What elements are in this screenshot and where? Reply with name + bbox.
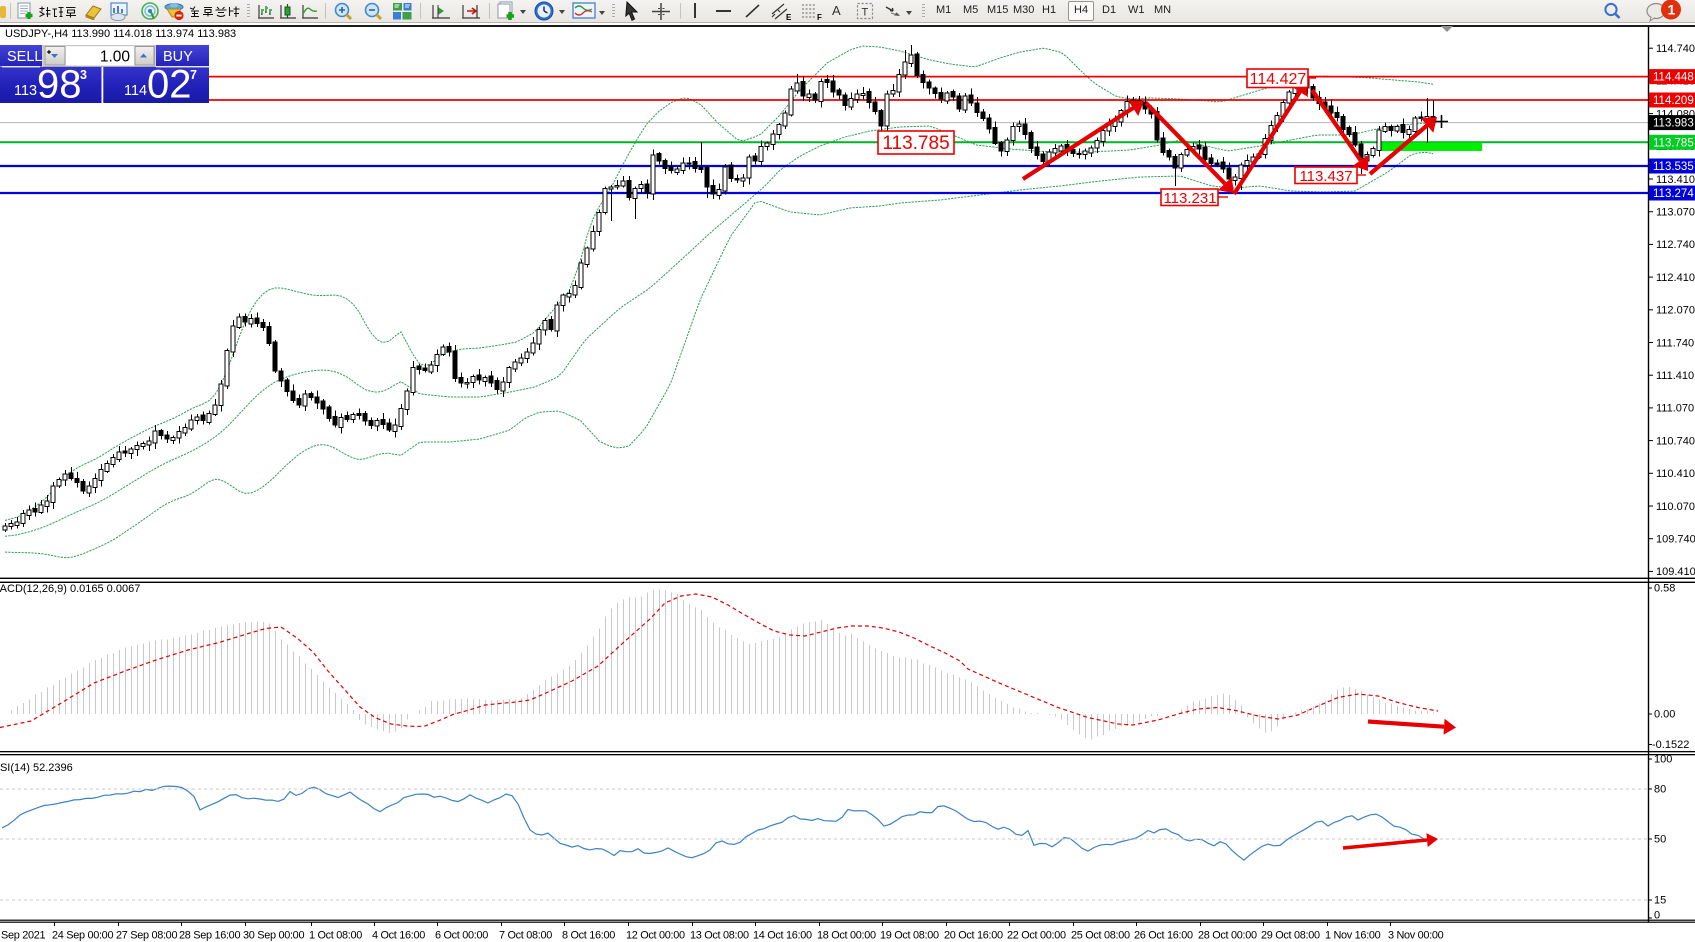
svg-text:1: 1	[1668, 2, 1676, 18]
svg-text:29 Oct 08:00: 29 Oct 08:00	[1261, 930, 1320, 942]
svg-text:T: T	[862, 7, 869, 19]
svg-text:1 Oct 08:00: 1 Oct 08:00	[309, 930, 362, 942]
svg-text:113.983: 113.983	[1653, 118, 1694, 130]
svg-text:113.785: 113.785	[1653, 137, 1694, 149]
svg-text:98: 98	[37, 62, 82, 103]
svg-text:109.410: 109.410	[1656, 566, 1695, 578]
svg-text:114.427: 114.427	[1250, 71, 1307, 88]
svg-text:18 Oct 00:00: 18 Oct 00:00	[817, 930, 876, 942]
svg-text:20 Oct 16:00: 20 Oct 16:00	[944, 930, 1003, 942]
svg-text:RSI(14) 52.2396: RSI(14) 52.2396	[0, 762, 73, 774]
svg-text:Sep 2021: Sep 2021	[1, 930, 45, 942]
svg-text:E: E	[786, 13, 792, 22]
svg-text:24 Sep 00:00: 24 Sep 00:00	[52, 930, 113, 942]
svg-text:6 Oct 00:00: 6 Oct 00:00	[435, 930, 488, 942]
svg-text:13 Oct 08:00: 13 Oct 08:00	[690, 930, 749, 942]
svg-text:0.58: 0.58	[1654, 583, 1675, 595]
svg-text:22 Oct 00:00: 22 Oct 00:00	[1007, 930, 1066, 942]
svg-text:USDJPY-,H4 113.990 114.018 11: USDJPY-,H4 113.990 114.018 113.974 113.9…	[5, 28, 236, 40]
svg-text:12 Oct 00:00: 12 Oct 00:00	[626, 930, 685, 942]
svg-text:114: 114	[124, 83, 147, 99]
svg-text:02: 02	[147, 62, 192, 103]
svg-text:112.410: 112.410	[1656, 272, 1695, 284]
svg-text:BUY: BUY	[163, 49, 193, 65]
svg-text:7 Oct 08:00: 7 Oct 08:00	[499, 930, 552, 942]
svg-text:111.070: 111.070	[1656, 403, 1694, 415]
svg-text:113.785: 113.785	[882, 133, 949, 154]
svg-text:1.00: 1.00	[100, 48, 131, 65]
svg-text:-0.1522: -0.1522	[1652, 739, 1689, 751]
svg-text:112.070: 112.070	[1656, 305, 1695, 317]
svg-text:30 Sep 00:00: 30 Sep 00:00	[243, 930, 304, 942]
svg-text:113.437: 113.437	[1299, 168, 1352, 185]
svg-text:110.740: 110.740	[1656, 435, 1695, 447]
svg-text:7: 7	[190, 68, 197, 82]
svg-text:111.740: 111.740	[1656, 337, 1694, 349]
svg-text:15: 15	[1654, 895, 1666, 907]
svg-text:113.535: 113.535	[1653, 161, 1694, 173]
svg-text:19 Oct 08:00: 19 Oct 08:00	[880, 930, 939, 942]
svg-text:113.274: 113.274	[1653, 188, 1694, 200]
svg-text:113: 113	[14, 83, 37, 99]
svg-text:113.231: 113.231	[1163, 190, 1216, 207]
svg-text:1 Nov 16:00: 1 Nov 16:00	[1325, 930, 1381, 942]
svg-text:80: 80	[1654, 784, 1666, 796]
svg-text:110.070: 110.070	[1656, 501, 1695, 513]
svg-text:8 Oct 16:00: 8 Oct 16:00	[562, 930, 615, 942]
svg-text:F: F	[817, 13, 822, 22]
svg-text:14 Oct 16:00: 14 Oct 16:00	[753, 930, 812, 942]
svg-text:114.448: 114.448	[1653, 72, 1694, 84]
svg-text:MACD(12,26,9) 0.0165 0.0067: MACD(12,26,9) 0.0165 0.0067	[0, 583, 140, 595]
svg-text:0.00: 0.00	[1654, 709, 1675, 721]
svg-text:28 Sep 16:00: 28 Sep 16:00	[179, 930, 240, 942]
svg-text:100: 100	[1654, 754, 1672, 766]
svg-text:50: 50	[1654, 834, 1666, 846]
svg-text:113.410: 113.410	[1656, 174, 1695, 186]
svg-text:25 Oct 08:00: 25 Oct 08:00	[1071, 930, 1130, 942]
svg-text:114.740: 114.740	[1656, 43, 1695, 55]
svg-text:111.410: 111.410	[1656, 370, 1694, 382]
svg-text:113.070: 113.070	[1656, 207, 1695, 219]
svg-text:114.209: 114.209	[1653, 95, 1694, 107]
svg-text:3 Nov 00:00: 3 Nov 00:00	[1388, 930, 1444, 942]
svg-text:4 Oct 16:00: 4 Oct 16:00	[372, 930, 425, 942]
svg-text:27 Sep 08:00: 27 Sep 08:00	[116, 930, 177, 942]
svg-text:SELL: SELL	[7, 49, 42, 65]
svg-text:109.740: 109.740	[1656, 534, 1695, 546]
svg-text:0: 0	[1654, 910, 1660, 922]
svg-text:3: 3	[80, 68, 87, 82]
svg-text:110.410: 110.410	[1656, 468, 1695, 480]
svg-text:28 Oct 00:00: 28 Oct 00:00	[1198, 930, 1257, 942]
svg-text:112.740: 112.740	[1656, 239, 1695, 251]
svg-text:26 Oct 16:00: 26 Oct 16:00	[1134, 930, 1193, 942]
